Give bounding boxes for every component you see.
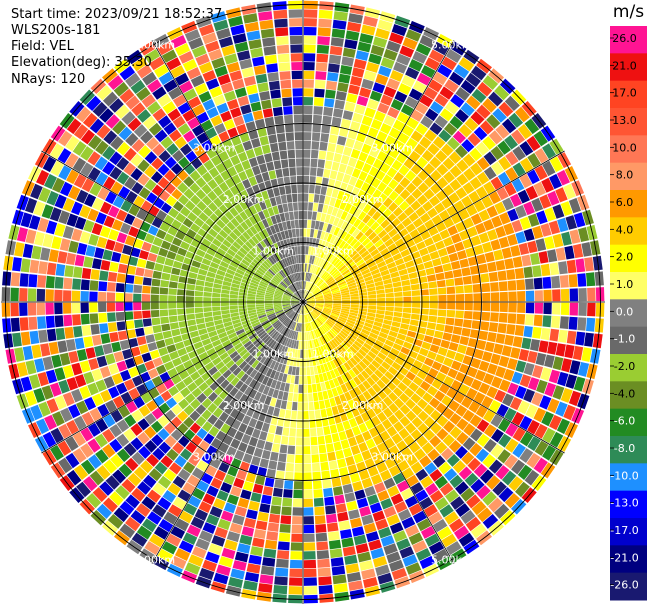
instrument-label: WLS200s-181 — [11, 23, 101, 38]
range-ring-label: 1.00km — [252, 348, 294, 361]
ppi-rays — [1, 0, 605, 604]
field-label: Field: VEL — [11, 39, 74, 54]
range-ring-label: 2.00km — [223, 399, 265, 412]
azimuth-spoke — [302, 301, 565, 454]
colorbar-tick-label: -13.0 — [610, 497, 638, 510]
range-ring-label: 2.00km — [223, 193, 265, 206]
range-ring-label: 2.00km — [342, 193, 384, 206]
azimuth-spoke — [151, 40, 304, 303]
colorbar-tick-label: 8.0 — [616, 169, 634, 182]
range-ring-label: 3.00km — [193, 141, 235, 154]
colorbar-segment — [610, 326, 647, 355]
colorbar-tick-label: -21.0 — [610, 551, 638, 564]
colorbar-tick-label: -6.0 — [614, 415, 635, 428]
colorbar-segment — [610, 518, 647, 546]
range-ring-label: 5.00km — [133, 38, 175, 51]
azimuth-spoke — [41, 301, 304, 454]
azimuth-spoke — [41, 150, 304, 303]
range-ring-label: 2.00km — [342, 399, 384, 412]
colorbar-tick-label: 0.0 — [616, 305, 634, 318]
colorbar-tick-label: 13.0 — [612, 114, 637, 127]
colorbar-segment — [610, 463, 647, 492]
colorbar-segment — [610, 80, 647, 109]
range-ring-label: 3.00km — [371, 451, 413, 464]
colorbar-segment — [610, 299, 647, 328]
range-ring-label: 1.00km — [312, 244, 354, 257]
colorbar-tick-label: 6.0 — [616, 196, 634, 209]
colorbar-tick-label: -1.0 — [614, 333, 635, 346]
colorbar-segment — [610, 545, 647, 574]
range-ring-label: 5.00km — [431, 554, 473, 567]
range-ring-label: 3.00km — [371, 141, 413, 154]
nrays-label: NRays: 120 — [11, 72, 86, 87]
range-ring — [183, 182, 423, 422]
colorbar-segment — [610, 108, 647, 136]
range-ring-label: 3.00km — [193, 451, 235, 464]
colorbar-tick-label: 2.0 — [616, 251, 634, 264]
range-ring-label: 5.00km — [133, 554, 175, 567]
azimuth-spoke — [151, 301, 304, 564]
colorbar-tick-label: -2.0 — [614, 360, 635, 373]
range-ring — [124, 123, 482, 481]
colorbar-tick-label: -17.0 — [610, 524, 638, 537]
elevation-label: Elevation(deg): 35.30 — [11, 55, 152, 70]
azimuth-spoke — [302, 150, 565, 303]
colorbar-tick-label: 26.0 — [612, 32, 637, 45]
colorbar-tick-label: -10.0 — [610, 469, 638, 482]
colorbar-tick-label: 21.0 — [612, 59, 637, 72]
colorbar-segment — [610, 381, 647, 410]
colorbar-segment — [610, 436, 647, 464]
colorbar-segment — [610, 490, 647, 519]
colorbar-segment — [610, 162, 647, 191]
range-ring — [5, 4, 601, 600]
range-ring-label: 5.00km — [431, 38, 473, 51]
colorbar-tick-label: 1.0 — [616, 278, 634, 291]
colorbar-segment — [610, 272, 647, 300]
colorbar-segment — [610, 53, 647, 82]
colorbar-tick-label: 10.0 — [612, 141, 637, 154]
colorbar-unit: m/s — [613, 2, 644, 22]
range-ring-label: 1.00km — [252, 244, 294, 257]
range-ring — [243, 242, 363, 362]
colorbar-tick-label: 17.0 — [612, 87, 637, 100]
colorbar-tick-label: -26.0 — [610, 579, 638, 592]
colorbar-segment — [610, 408, 647, 437]
colorbar-segment — [610, 26, 647, 54]
colorbar-segment — [610, 354, 647, 382]
colorbar-segment — [610, 135, 647, 164]
colorbar-segment — [610, 217, 647, 246]
azimuth-spoke — [302, 40, 455, 303]
colorbar-tick-label: -8.0 — [614, 442, 635, 455]
colorbar-segment — [610, 244, 647, 273]
start-time-label: Start time: 2023/09/21 18:52:37 — [11, 7, 223, 22]
range-ring-label: 1.00km — [312, 348, 354, 361]
azimuth-spoke — [302, 301, 455, 564]
colorbar-segment — [610, 190, 647, 218]
colorbar-segment — [610, 572, 647, 601]
colorbar-tick-label: -4.0 — [614, 387, 635, 400]
colorbar-tick-label: 4.0 — [616, 223, 634, 236]
